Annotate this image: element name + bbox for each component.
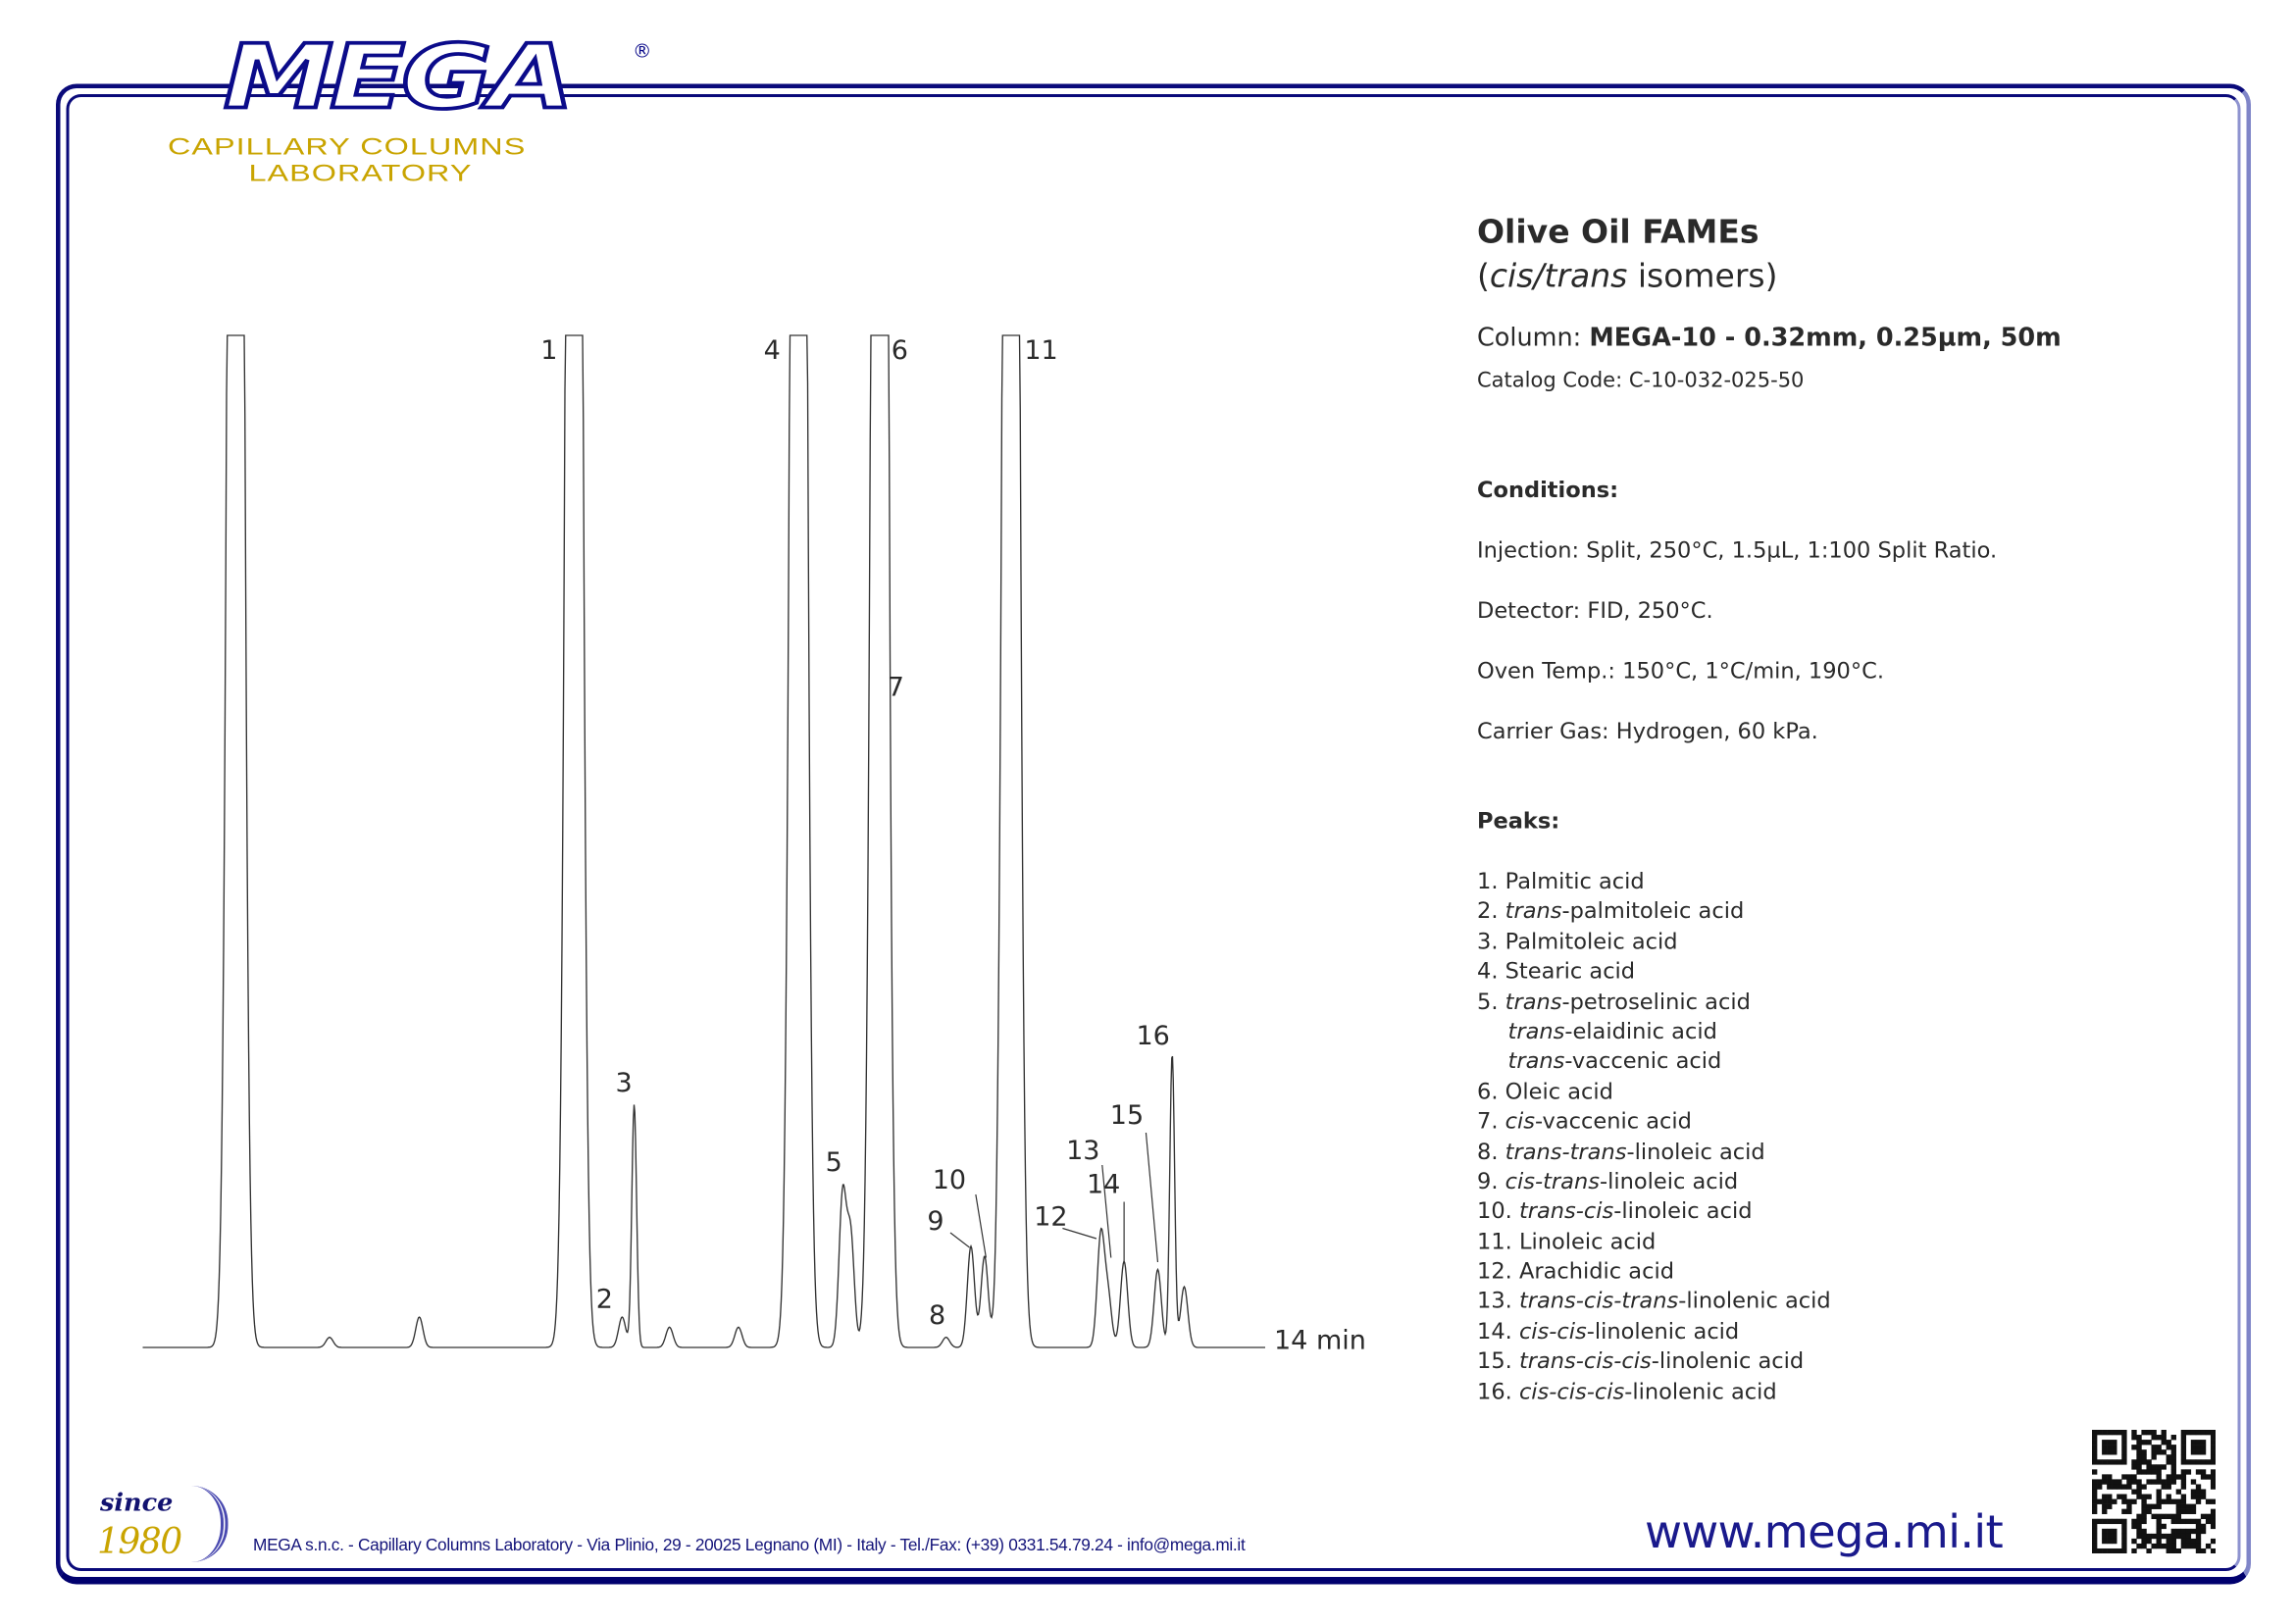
peak-label: 15 bbox=[1110, 1100, 1144, 1131]
logo-tagline-1: CAPILLARY COLUMNS bbox=[168, 135, 527, 161]
peaks-heading: Peaks: bbox=[1477, 807, 1560, 835]
chromatogram-trace bbox=[142, 334, 1265, 1348]
condition-oven: Oven Temp.: 150°C, 1°C/min, 190°C. bbox=[1477, 657, 1885, 685]
page-frame-inner bbox=[66, 94, 2241, 1571]
peak-label: 13 bbox=[1066, 1136, 1099, 1166]
registered-mark: ® bbox=[633, 41, 652, 64]
peak-list-item: 10. trans-cis-linoleic acid bbox=[1477, 1197, 1753, 1225]
peak-list-item: 3. Palmitoleic acid bbox=[1477, 928, 1678, 955]
peak-list-item: 8. trans-trans-linoleic acid bbox=[1477, 1138, 1765, 1165]
peak-list-item: 11. Linoleic acid bbox=[1477, 1228, 1657, 1255]
peak-label: 2 bbox=[596, 1285, 613, 1315]
peak-label: 7 bbox=[888, 673, 904, 703]
peak-label: 11 bbox=[1024, 335, 1057, 366]
x-axis-end-label: 14 min bbox=[1274, 1326, 1366, 1356]
peak-list-item: 5. trans-petroselinic acid bbox=[1477, 988, 1751, 1015]
peak-list-item: 7. cis-vaccenic acid bbox=[1477, 1107, 1692, 1135]
peak-label: 8 bbox=[929, 1300, 945, 1331]
qr-code-icon[interactable] bbox=[2092, 1430, 2216, 1553]
company-address: MEGA s.n.c. - Capillary Columns Laborato… bbox=[253, 1537, 1246, 1555]
page-title: Olive Oil FAMEs bbox=[1477, 215, 1760, 252]
since-arc-icon bbox=[191, 1486, 229, 1562]
subtitle-rest: isomers) bbox=[1627, 259, 1778, 296]
peak-list-item: 1. Palmitic acid bbox=[1477, 868, 1645, 894]
logo-tagline-2: LABORATORY bbox=[248, 162, 473, 187]
peak-label: 4 bbox=[764, 335, 781, 366]
page-subtitle: (cis/trans isomers) bbox=[1477, 259, 1777, 296]
condition-carrier: Carrier Gas: Hydrogen, 60 kPa. bbox=[1477, 718, 1818, 744]
peak-leader-line bbox=[1145, 1132, 1159, 1263]
since-year: 1980 bbox=[97, 1521, 182, 1562]
condition-detector: Detector: FID, 250°C. bbox=[1477, 597, 1713, 624]
peak-leader-line bbox=[949, 1232, 970, 1248]
peak-label: 1 bbox=[540, 335, 557, 366]
column-value: MEGA-10 - 0.32mm, 0.25µm, 50m bbox=[1589, 324, 2062, 353]
peak-label: 5 bbox=[826, 1147, 842, 1178]
since-text: since bbox=[100, 1489, 174, 1518]
peak-list-item: 2. trans-palmitoleic acid bbox=[1477, 897, 1745, 925]
peak-list-item: 4. Stearic acid bbox=[1477, 957, 1636, 985]
website-link[interactable]: www.mega.mi.it bbox=[1645, 1506, 2004, 1559]
column-spec: Column: MEGA-10 - 0.32mm, 0.25µm, 50m bbox=[1477, 324, 2062, 353]
peak-list-item: 16. cis-cis-cis-linolenic acid bbox=[1477, 1377, 1777, 1404]
peak-leader-line bbox=[975, 1193, 987, 1258]
peak-label: 14 bbox=[1087, 1170, 1120, 1200]
column-label: Column: bbox=[1477, 324, 1590, 353]
peak-list-item: 9. cis-trans-linoleic acid bbox=[1477, 1167, 1739, 1194]
peak-list-item: 12. Arachidic acid bbox=[1477, 1257, 1674, 1285]
peak-list-item: trans-vaccenic acid bbox=[1507, 1047, 1722, 1075]
peak-label: 3 bbox=[616, 1068, 633, 1098]
conditions-heading: Conditions: bbox=[1477, 477, 1619, 503]
peak-list-item: 6. Oleic acid bbox=[1477, 1078, 1613, 1105]
peak-label: 16 bbox=[1136, 1021, 1169, 1051]
catalog-code: Catalog Code: C-10-032-025-50 bbox=[1477, 369, 1805, 393]
peak-list-item: trans-elaidinic acid bbox=[1507, 1017, 1717, 1044]
peak-leader-line bbox=[1062, 1227, 1097, 1240]
peak-label: 9 bbox=[927, 1206, 944, 1237]
peak-leader-line bbox=[1101, 1164, 1112, 1258]
peak-list-item: 13. trans-cis-trans-linolenic acid bbox=[1477, 1288, 1831, 1315]
peak-label: 10 bbox=[933, 1165, 966, 1195]
peak-list-item: 15. trans-cis-cis-linolenic acid bbox=[1477, 1347, 1805, 1375]
peak-list-item: 14. cis-cis-linolenic acid bbox=[1477, 1317, 1740, 1345]
peak-label: 12 bbox=[1034, 1202, 1067, 1233]
peak-label: 6 bbox=[892, 335, 908, 366]
condition-injection: Injection: Split, 250°C, 1.5µL, 1:100 Sp… bbox=[1477, 536, 1998, 564]
subtitle-open: ( bbox=[1477, 259, 1490, 296]
subtitle-italic: cis/trans bbox=[1489, 259, 1628, 296]
logo-wordmark: MEGA bbox=[222, 26, 577, 129]
peaks-list: 1. Palmitic acid 2. trans-palmitoleic aci… bbox=[1477, 867, 1831, 1407]
page-frame-outer bbox=[56, 83, 2251, 1585]
